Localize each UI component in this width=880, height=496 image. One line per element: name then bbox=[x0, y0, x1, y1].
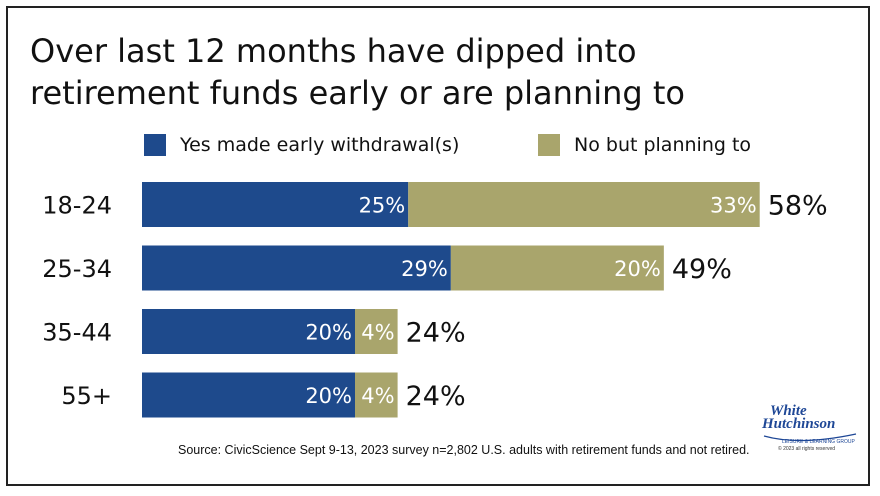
category-label: 18-24 bbox=[42, 192, 112, 220]
legend-label-planning: No but planning to bbox=[574, 134, 752, 156]
category-label: 35-44 bbox=[42, 319, 112, 347]
bar-withdrawal bbox=[142, 372, 355, 418]
bar-value-label: 25% bbox=[359, 194, 406, 218]
total-label: 24% bbox=[406, 318, 466, 349]
category-label: 25-34 bbox=[42, 255, 112, 283]
logo-rights: © 2023 all rights reserved bbox=[778, 446, 836, 452]
total-label: 49% bbox=[672, 254, 732, 285]
bar-planning bbox=[408, 182, 760, 227]
source-note: Source: CivicScience Sept 9-13, 2023 sur… bbox=[178, 443, 750, 457]
logo-tagline: LEISURE & LEARNING GROUP bbox=[782, 439, 855, 445]
bar-value-label: 20% bbox=[305, 384, 352, 408]
bar-value-label: 29% bbox=[401, 257, 448, 281]
legend-label-withdrawal: Yes made early withdrawal(s) bbox=[180, 134, 460, 156]
total-label: 24% bbox=[406, 381, 466, 412]
legend-swatch-planning bbox=[538, 134, 560, 156]
bar-value-label: 33% bbox=[710, 194, 757, 218]
legend: Yes made early withdrawal(s) No but plan… bbox=[0, 134, 880, 158]
bar-value-label: 4% bbox=[361, 384, 394, 408]
bar-value-label: 20% bbox=[305, 321, 352, 345]
bar-value-label: 20% bbox=[614, 257, 661, 281]
total-label: 58% bbox=[768, 191, 828, 222]
bar-withdrawal bbox=[142, 309, 355, 354]
title-line-2: retirement funds early or are planning t… bbox=[30, 74, 685, 112]
bar-planning bbox=[355, 372, 398, 418]
title-line-1: Over last 12 months have dipped into bbox=[30, 32, 637, 70]
category-label: 55+ bbox=[61, 382, 112, 410]
white-hutchinson-logo: White Hutchinson LEISURE & LEARNING GROU… bbox=[760, 402, 860, 458]
bar-withdrawal bbox=[142, 245, 451, 291]
bar-withdrawal bbox=[142, 182, 409, 227]
bar-planning bbox=[355, 309, 398, 354]
logo-word-white: White bbox=[770, 403, 807, 419]
bar-value-label: 4% bbox=[361, 321, 394, 345]
legend-item-withdrawal: Yes made early withdrawal(s) bbox=[144, 134, 459, 156]
chart-title: Over last 12 months have dipped into ret… bbox=[30, 30, 850, 114]
logo-swoosh-icon: LEISURE & LEARNING GROUP bbox=[763, 433, 857, 445]
bar-chart: 18-24 25% 33% 58% 25-34 29% 20% 49% 35-44 20% 4% 24… bbox=[42, 182, 828, 418]
logo-word-hutchinson: Hutchinson bbox=[762, 416, 836, 432]
legend-item-planning: No but planning to bbox=[538, 134, 751, 156]
bar-planning bbox=[450, 245, 664, 291]
legend-swatch-withdrawal bbox=[144, 134, 166, 156]
